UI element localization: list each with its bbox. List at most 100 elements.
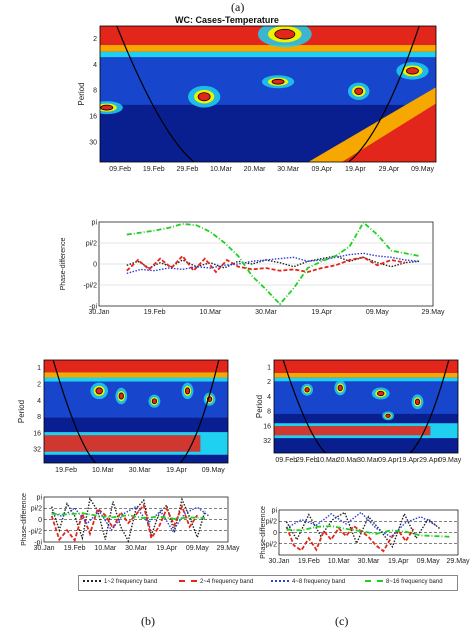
x-tick-label: 09.May [366, 309, 389, 316]
y-tick-label: -pi/2 [263, 541, 277, 548]
y-tick-label: 0 [93, 262, 97, 269]
x-tick-label: 10.Mar [210, 166, 232, 173]
heatmap-fringe-cyan [44, 377, 228, 382]
x-tick-label: 09.May [411, 166, 434, 173]
x-tick-label: 19.Feb [144, 309, 166, 316]
legend-label: 1~2 frequency band [104, 579, 158, 585]
x-tick-label: 09.Apr [311, 166, 332, 173]
series-line [51, 505, 211, 533]
x-tick-label: 30.Mar [255, 309, 277, 316]
legend-swatch [83, 580, 101, 583]
x-tick-label: 29.Feb [296, 457, 318, 464]
x-tick-label: 10.Mar [316, 457, 338, 464]
x-tick-label: 30.Mar [125, 545, 147, 552]
coherence-heatmap-b: 1 2 4 8 16 32 19.Feb 10.Mar 30.Mar 19.Apr 09.May Pe… [17, 359, 229, 474]
series-line [285, 524, 415, 553]
y-tick-label: 4 [93, 62, 97, 69]
x-tick-label: 09.May [417, 558, 440, 565]
x-tick-label: 09.May [202, 467, 225, 474]
y-tick-label: -pi/2 [83, 283, 97, 290]
y-tick-label: 0 [273, 530, 277, 537]
heatmap-fringe [44, 372, 228, 378]
x-tick-label: 30.Jan [33, 545, 54, 552]
series-line [286, 511, 436, 538]
heatmap-mid [44, 381, 228, 418]
legend-label: 2~4 frequency band [200, 579, 254, 585]
x-tick-label: 29.Apr [379, 166, 400, 173]
x-tick-label: 30.Mar [129, 467, 151, 474]
y-tick-label: 1 [267, 364, 271, 371]
x-tick-label: 29.Feb [176, 166, 198, 173]
y-tick-label: pi/2 [266, 519, 277, 526]
cone-of-influence-right [409, 360, 450, 453]
heatmap-body [100, 26, 436, 162]
x-tick-label: 29.May [447, 558, 470, 565]
panel-label-c: (c) [335, 614, 349, 628]
legend-swatch [365, 580, 383, 583]
y-tick-label: 1 [37, 365, 41, 372]
heatmap-fringe [274, 373, 458, 378]
x-tick-label: 30.Mar [277, 166, 299, 173]
significant-region [184, 387, 191, 395]
x-tick-label: 19.Feb [64, 545, 86, 552]
y-tick-label: 4 [267, 394, 271, 401]
x-tick-label: 10.Mar [92, 467, 114, 474]
x-tick-label: 20.Mar [244, 166, 266, 173]
legend-swatch [271, 580, 289, 583]
bottom-band-red [44, 435, 201, 452]
y-tick-label: pi/2 [31, 506, 42, 513]
y-axis-label: Period [17, 400, 26, 423]
legend-label: 8~16 frequency band [386, 579, 443, 585]
series-line [50, 503, 199, 543]
x-tick-label: 19.Apr [388, 558, 409, 565]
y-tick-label: 2 [93, 36, 97, 43]
series-line [51, 512, 206, 520]
x-tick-label: 10.Mar [328, 558, 350, 565]
heatmap-top-band [274, 360, 458, 374]
x-tick-label: 09.May [186, 545, 209, 552]
x-tick-label: 09.Apr [378, 457, 399, 464]
x-tick-label: 10.Mar [94, 545, 116, 552]
significant-region [100, 104, 114, 111]
plot-frame [43, 359, 229, 464]
significant-region [151, 398, 158, 405]
y-tick-label: 16 [263, 423, 271, 430]
series-line [126, 252, 420, 275]
y-tick-label: -pi/2 [28, 528, 42, 535]
x-tick-label: 30.Jan [268, 558, 289, 565]
x-tick-label: 30.Jan [88, 309, 109, 316]
significant-region [414, 398, 421, 406]
panel-label-b: (b) [141, 614, 155, 628]
y-tick-label: 0 [38, 517, 42, 524]
heatmap-fringe-cyan [100, 51, 436, 58]
x-tick-label: 30.Mar [357, 457, 379, 464]
x-tick-label: 19.Apr [156, 545, 177, 552]
plot-frame [273, 359, 459, 454]
heatmap-top-band [44, 360, 228, 373]
series-line [51, 496, 206, 543]
bottom-band-red [274, 426, 431, 436]
y-axis-label: Phase-difference [260, 506, 267, 559]
y-axis-label: Phase-difference [60, 237, 67, 290]
chart-title-a: WC: Cases-Temperature [175, 15, 279, 25]
y-tick-label: 16 [89, 113, 97, 120]
y-tick-label: 32 [263, 438, 271, 445]
y-tick-label: 4 [37, 398, 41, 405]
x-tick-label: 09.Feb [275, 457, 297, 464]
legend-item-8-16: 8~16 frequency band [365, 579, 443, 585]
y-tick-label: 2 [37, 381, 41, 388]
y-tick-label: pi [37, 494, 43, 501]
heatmap-mid [274, 381, 458, 414]
y-axis-label: Period [255, 395, 264, 418]
significant-region [95, 387, 103, 395]
heatmap-fringe-cyan [274, 377, 458, 382]
significant-region [274, 28, 296, 40]
legend-item-2-4: 2~4 frequency band [179, 579, 253, 585]
significant-region [118, 392, 124, 400]
y-tick-label: 30 [89, 139, 97, 146]
y-tick-label: pi [92, 219, 98, 226]
x-tick-label: 19.Apr [399, 457, 420, 464]
x-tick-label: 19.Feb [298, 558, 320, 565]
y-tick-label: pi/2 [86, 240, 97, 247]
cone-of-influence-right [179, 360, 220, 463]
